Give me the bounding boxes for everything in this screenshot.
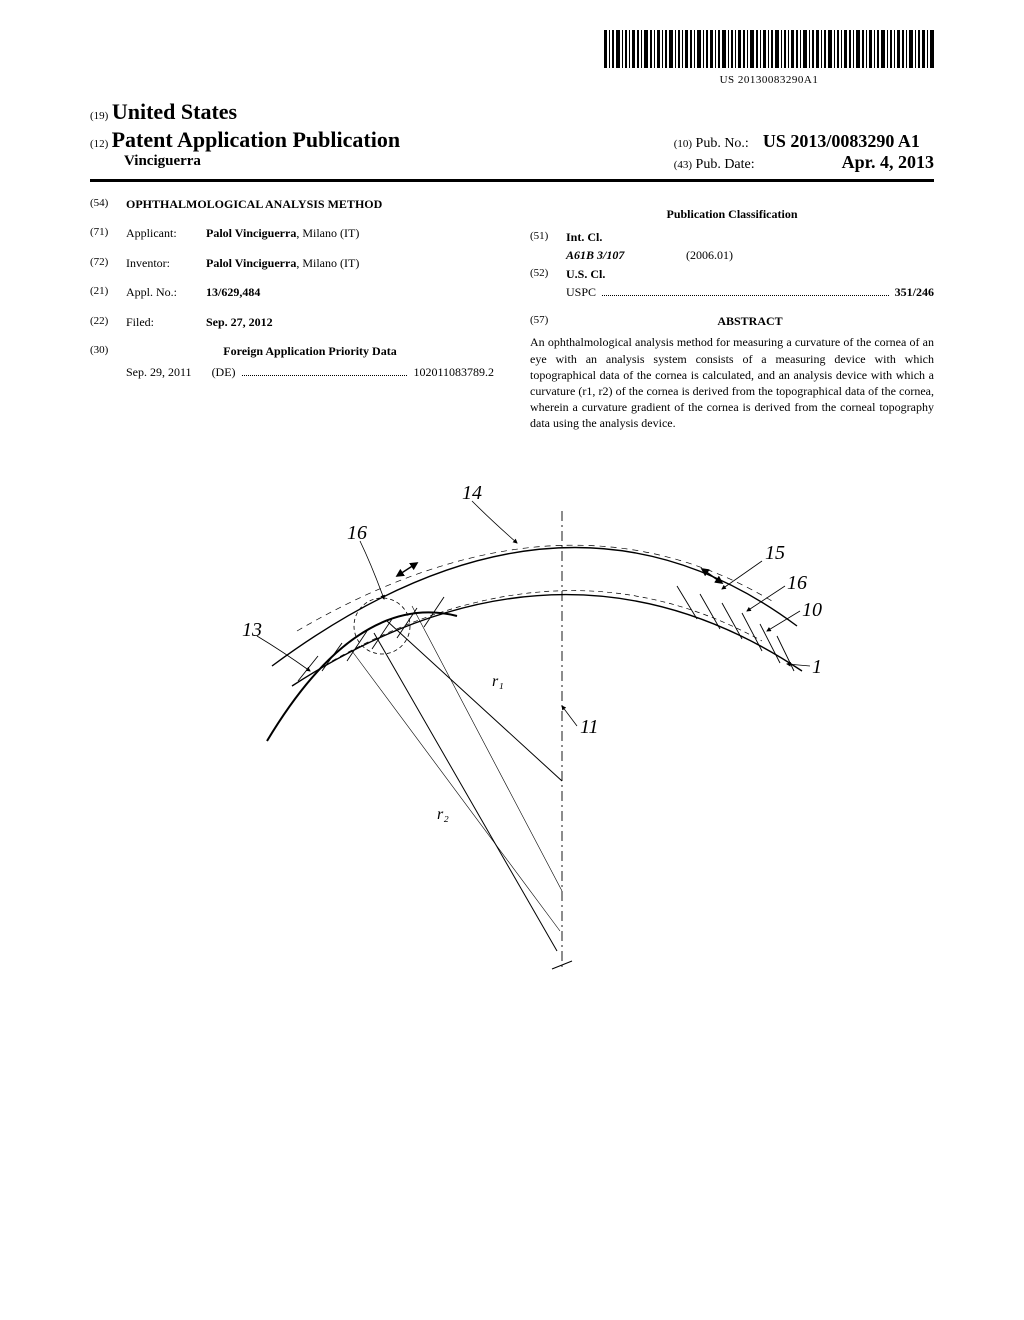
- pubno: US 2013/0083290 A1: [763, 131, 920, 151]
- inventor-loc: , Milano (IT): [296, 256, 359, 270]
- figure: 14 16 13 15 16 10 12 11 r₁ r₂: [90, 471, 934, 995]
- fig-label-r2: r₂: [437, 806, 449, 823]
- filed-label: Filed:: [126, 314, 206, 331]
- field-22: (22) Filed: Sep. 27, 2012: [90, 314, 494, 331]
- country: United States: [112, 99, 237, 124]
- intcl-label: Int. Cl.: [566, 229, 934, 246]
- code-21: (21): [90, 284, 126, 301]
- priority-heading: Foreign Application Priority Data: [126, 343, 494, 360]
- uscl-label: U.S. Cl.: [566, 266, 934, 283]
- code-43: (43): [674, 159, 692, 171]
- applicant-label: Applicant:: [126, 225, 206, 242]
- publication-title: Patent Application Publication: [112, 127, 400, 152]
- code-19: (19): [90, 110, 108, 122]
- field-21: (21) Appl. No.: 13/629,484: [90, 284, 494, 301]
- fig-label-15: 15: [765, 542, 785, 564]
- code-57: (57): [530, 313, 566, 330]
- leader-dots: [242, 367, 408, 377]
- field-72: (72) Inventor: Palol Vinciguerra, Milano…: [90, 255, 494, 272]
- code-54: (54): [90, 196, 126, 213]
- left-column: (54) OPHTHALMOLOGICAL ANALYSIS METHOD (7…: [90, 196, 494, 431]
- field-30: (30) Foreign Application Priority Data: [90, 343, 494, 360]
- fig-label-10: 10: [802, 599, 822, 621]
- fig-label-14: 14: [462, 482, 482, 504]
- intcl-class: A61B 3/107: [566, 247, 686, 264]
- figure-svg: 14 16 13 15 16 10 12 11 r₁ r₂: [202, 471, 822, 991]
- code-22: (22): [90, 314, 126, 331]
- barcode-text: US 20130083290A1: [604, 74, 934, 86]
- inventor-value: Palol Vinciguerra, Milano (IT): [206, 255, 494, 272]
- code-71: (71): [90, 225, 126, 242]
- fig-label-16b: 16: [787, 572, 807, 594]
- header-rule: [90, 179, 934, 182]
- fig-label-11: 11: [580, 716, 599, 738]
- priority-row: Sep. 29, 2011 (DE) 102011083789.2: [90, 364, 494, 381]
- barcode-graphic: [604, 30, 934, 68]
- code-51: (51): [530, 229, 566, 264]
- pubdate: Apr. 4, 2013: [842, 152, 934, 172]
- fig-label-13: 13: [242, 619, 262, 641]
- applno-value: 13/629,484: [206, 284, 494, 301]
- fig-label-12: 12: [812, 656, 822, 678]
- pubdate-label: Pub. Date:: [696, 157, 755, 172]
- priority-date: Sep. 29, 2011: [126, 364, 192, 381]
- field-51: (51) Int. Cl. A61B 3/107 (2006.01): [530, 229, 934, 264]
- field-52: (52) U.S. Cl. USPC 351/246: [530, 266, 934, 301]
- inventor-name: Palol Vinciguerra: [206, 256, 296, 270]
- uspc-label: USPC: [566, 284, 596, 301]
- biblio-columns: (54) OPHTHALMOLOGICAL ANALYSIS METHOD (7…: [90, 196, 934, 431]
- uspc-value: 351/246: [895, 284, 934, 301]
- code-30: (30): [90, 343, 126, 360]
- header-right: (10) Pub. No.: US 2013/0083290 A1 (43) P…: [674, 131, 934, 173]
- header-country-row: (19) United States: [90, 99, 934, 125]
- right-column: Publication Classification (51) Int. Cl.…: [530, 196, 934, 431]
- barcode-region: US 20130083290A1: [90, 30, 934, 87]
- abstract-text: An ophthalmological analysis method for …: [530, 334, 934, 431]
- field-57: (57) ABSTRACT: [530, 313, 934, 330]
- priority-cc: (DE): [212, 364, 236, 381]
- field-71: (71) Applicant: Palol Vinciguerra, Milan…: [90, 225, 494, 242]
- fig-label-r1: r₁: [492, 673, 504, 690]
- code-72: (72): [90, 255, 126, 272]
- applicant-name: Palol Vinciguerra: [206, 226, 296, 240]
- code-52: (52): [530, 266, 566, 301]
- abstract-heading: ABSTRACT: [566, 313, 934, 330]
- applicant-loc: , Milano (IT): [296, 226, 359, 240]
- filed-value: Sep. 27, 2012: [206, 314, 494, 331]
- header-pub-row: (12) Patent Application Publication Vinc…: [90, 127, 934, 173]
- priority-num: 102011083789.2: [413, 364, 494, 381]
- inventor-label: Inventor:: [126, 255, 206, 272]
- intcl-version: (2006.01): [686, 247, 733, 264]
- header-left: (12) Patent Application Publication Vinc…: [90, 127, 400, 170]
- code-12: (12): [90, 138, 108, 150]
- invention-title: OPHTHALMOLOGICAL ANALYSIS METHOD: [126, 196, 494, 213]
- code-10: (10): [674, 138, 692, 150]
- applicant-value: Palol Vinciguerra, Milano (IT): [206, 225, 494, 242]
- leader-dots: [602, 286, 889, 296]
- classification-heading: Publication Classification: [530, 206, 934, 223]
- applno-label: Appl. No.:: [126, 284, 206, 301]
- field-54: (54) OPHTHALMOLOGICAL ANALYSIS METHOD: [90, 196, 494, 213]
- pubno-label: Pub. No.:: [696, 136, 749, 151]
- fig-label-16a: 16: [347, 522, 367, 544]
- header-inventor: Vinciguerra: [124, 153, 400, 170]
